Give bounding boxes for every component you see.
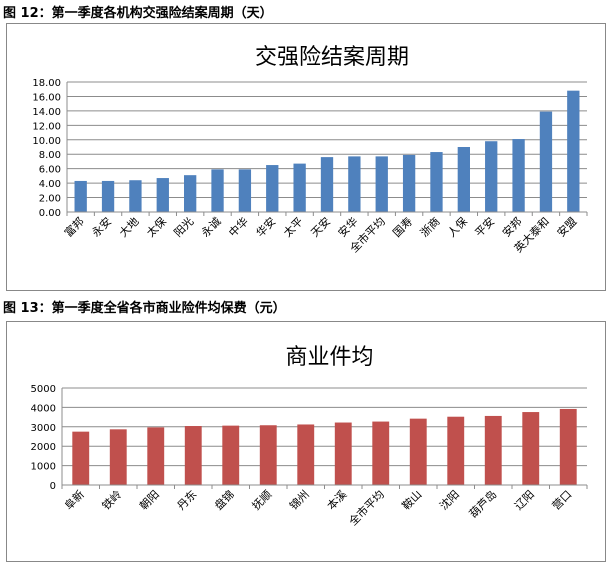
premium-bar (222, 425, 240, 485)
x-category-label: 沈阳 (436, 487, 461, 512)
cycle-bar (457, 147, 470, 212)
y-tick-label: 1000 (31, 462, 56, 473)
y-tick-label: 10.00 (32, 136, 61, 147)
x-category-label: 阳光 (171, 214, 196, 239)
cycle-bar (184, 175, 197, 212)
premium-bar (147, 427, 165, 485)
x-category-label: 辽阳 (512, 488, 537, 513)
premium-bar (522, 412, 540, 485)
cycle-bar (293, 163, 306, 212)
x-category-label: 人保 (445, 214, 470, 239)
chart-title: 商业件均 (285, 345, 373, 370)
claim-cycle-chart: 交强险结案周期 0.00 2.00 4.00 6.00 8.00 10.00 12.00 14.… (32, 45, 588, 255)
cycle-bar (101, 180, 115, 212)
premium-bar (372, 421, 390, 485)
chart-title: 交强险结案周期 (255, 45, 409, 70)
y-tick-label: 3000 (31, 423, 56, 434)
cycle-bar (320, 157, 334, 212)
x-category-label: 永诚 (198, 214, 223, 239)
x-category-label: 抚顺 (249, 487, 274, 512)
y-tick-label: 12.00 (32, 121, 61, 132)
y-tick-label: 6.00 (39, 165, 61, 176)
cycle-bar (567, 90, 580, 212)
cycle-bar (402, 154, 416, 212)
cycle-bar (430, 152, 443, 212)
premium-bar (409, 418, 427, 485)
x-category-label: 天安 (308, 214, 333, 239)
y-tick-label: 0.00 (39, 208, 61, 219)
x-category-label: 锦州 (286, 487, 311, 512)
premium-bar (447, 416, 465, 485)
cycle-bar (266, 165, 279, 212)
premium-bar (184, 426, 202, 485)
y-tick-label: 16.00 (32, 92, 61, 103)
y-tick-label: 8.00 (39, 150, 61, 161)
cycle-bar (348, 156, 361, 212)
y-tick-label: 4000 (31, 403, 56, 414)
claim-cycle-chart-container: 交强险结案周期 0.00 2.00 4.00 6.00 8.00 10.00 12.00 14.… (6, 23, 606, 291)
figure-13-caption: 图 13：第一季度全省各市商业险件均保费（元） (3, 301, 286, 316)
premium-bar (72, 431, 90, 485)
x-category-label: 国寿 (390, 214, 415, 239)
x-category-label: 中华 (226, 214, 251, 239)
cycle-bar (539, 111, 553, 212)
premium-bar (484, 415, 502, 485)
x-category-label: 本溪 (324, 487, 349, 512)
y-tick-label: 5000 (31, 384, 56, 395)
x-category-label: 朝阳 (137, 488, 162, 513)
cycle-bar (485, 141, 498, 212)
premium-bar (259, 425, 277, 485)
cycle-bar (74, 180, 87, 212)
x-category-label: 阜新 (61, 487, 86, 512)
x-category-label: 营口 (549, 487, 574, 512)
premium-bar (334, 422, 352, 485)
x-category-label: 华安 (253, 214, 278, 239)
x-category-label: 铁岭 (99, 487, 124, 512)
y-tick-label: 2.00 (39, 194, 61, 205)
avg-premium-chart: 商业件均 0 1000 2000 3000 4000 5000 阜新 铁岭 朝阳 丹东 盘锦 抚顺 锦州本… (31, 345, 588, 528)
y-tick-label: 4.00 (39, 179, 61, 190)
cycle-bar (211, 169, 224, 212)
x-category-label: 全市平均 (346, 487, 387, 528)
cycle-bar (156, 178, 169, 212)
x-category-label: 安盟 (554, 214, 579, 239)
x-category-label: 永安 (89, 214, 114, 239)
cycle-bar (238, 169, 252, 212)
premium-bar (297, 424, 315, 485)
figure-12-caption: 图 12：第一季度各机构交强险结案周期（天） (3, 6, 273, 21)
premium-bar (559, 408, 577, 485)
x-category-label: 太保 (143, 214, 168, 239)
y-tick-label: 14.00 (32, 107, 61, 118)
x-category-label: 大地 (116, 214, 141, 239)
x-category-label: 富邦 (61, 214, 86, 239)
y-tick-label: 2000 (31, 442, 56, 453)
cycle-bar (512, 139, 525, 212)
x-category-label: 太平 (281, 215, 306, 240)
x-category-label: 葫芦岛 (466, 487, 499, 520)
x-category-label: 浙商 (417, 214, 442, 239)
avg-premium-chart-container: 商业件均 0 1000 2000 3000 4000 5000 阜新 铁岭 朝阳 丹东 盘锦 抚顺 锦州本… (6, 321, 606, 562)
x-category-label: 丹东 (175, 488, 200, 513)
cycle-bar (129, 180, 142, 212)
premium-bar (109, 429, 127, 485)
x-category-label: 盘锦 (211, 487, 236, 512)
x-category-label: 鞍山 (399, 487, 424, 512)
y-tick-label: 0 (50, 481, 56, 492)
cycle-bar (375, 156, 388, 212)
x-category-label: 平安 (472, 214, 497, 239)
y-tick-label: 18.00 (32, 78, 61, 89)
